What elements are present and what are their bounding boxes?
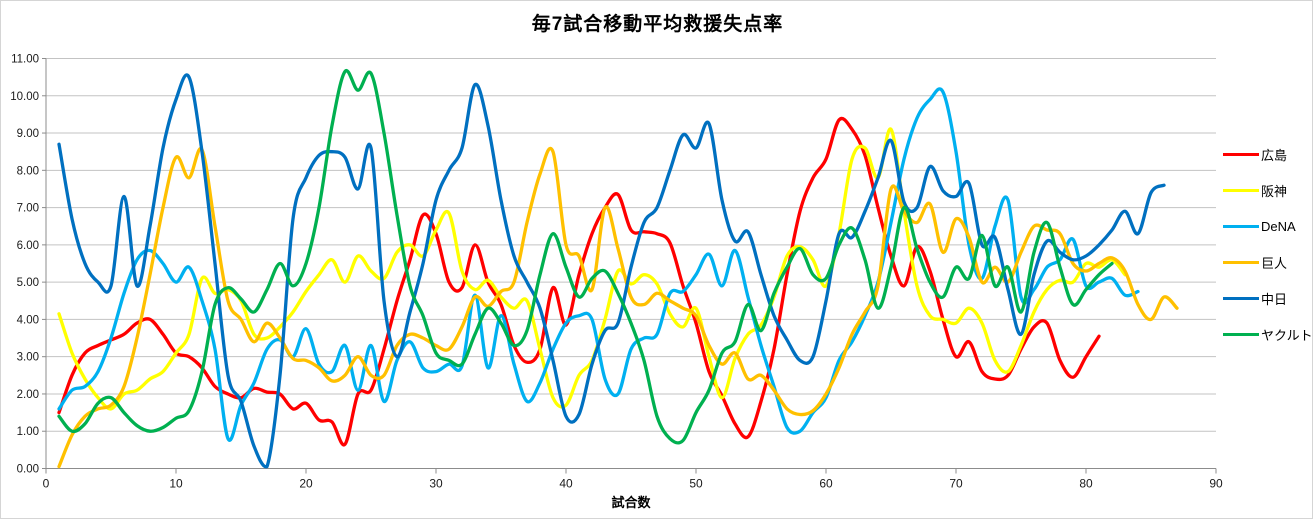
y-axis-tick-label: 2.00 <box>17 389 39 401</box>
y-axis-tick-label: 10.00 <box>10 91 39 103</box>
x-axis-title: 試合数 <box>611 495 651 510</box>
x-axis-tick-label: 20 <box>299 477 313 491</box>
legend-line-swatch <box>1223 152 1259 156</box>
x-axis-tick-label: 30 <box>429 477 443 491</box>
y-axis-tick-label: 11.00 <box>11 54 39 66</box>
legend-label: 中日 <box>1261 291 1288 307</box>
legend-line-swatch <box>1223 332 1259 336</box>
legend-item-hiroshima[interactable]: 広島 <box>1223 147 1312 163</box>
x-axis-tick-label: 50 <box>689 477 703 491</box>
chart-title: 毎7試合移動平均救援失点率 <box>531 14 784 35</box>
legend-item-dena[interactable]: DeNA <box>1223 218 1312 234</box>
x-axis-tick-label: 60 <box>819 477 833 491</box>
series-line-kyojin <box>57 146 1179 469</box>
legend-line-swatch <box>1223 188 1259 192</box>
x-axis-tick-label: 0 <box>43 477 50 491</box>
legend-label: ヤクルト <box>1261 327 1313 343</box>
legend-line-swatch <box>1223 224 1259 228</box>
legend-item-hanshin[interactable]: 阪神 <box>1223 183 1312 199</box>
legend-item-kyojin[interactable]: 巨人 <box>1223 255 1312 271</box>
x-axis-tick-label: 70 <box>949 477 963 491</box>
x-axis-tick-label: 90 <box>1209 477 1223 491</box>
legend-label: DeNA <box>1261 218 1296 234</box>
x-axis-tick-label: 10 <box>169 477 183 491</box>
x-axis-tick-label: 80 <box>1079 477 1093 491</box>
y-axis-tick-label: 4.00 <box>17 314 39 326</box>
y-axis-tick-label: 1.00 <box>17 426 39 438</box>
legend-item-chunichi[interactable]: 中日 <box>1223 291 1312 307</box>
y-axis-tick-label: 8.00 <box>17 165 39 177</box>
series-line-chunichi <box>57 73 1166 469</box>
legend-line-swatch <box>1223 296 1259 300</box>
series-line-yakult <box>57 68 1114 445</box>
y-axis-tick-label: 9.00 <box>17 128 39 140</box>
legend: 広島阪神 DeNA 巨人中日ヤクルト <box>1223 147 1313 363</box>
y-axis-tick-label: 6.00 <box>17 240 39 252</box>
legend-label: 広島 <box>1261 147 1288 163</box>
legend-label: 巨人 <box>1261 255 1288 271</box>
y-axis-tick-label: 3.00 <box>17 352 39 364</box>
y-axis-tick-label: 7.00 <box>17 203 39 215</box>
x-axis-tick-label: 40 <box>559 477 573 491</box>
legend-line-swatch <box>1223 260 1259 264</box>
y-axis-tick-label: 0.00 <box>17 464 39 476</box>
series-line-hiroshima <box>57 116 1101 447</box>
y-axis-tick-label: 5.00 <box>17 277 39 289</box>
legend-item-yakult[interactable]: ヤクルト <box>1223 327 1313 343</box>
legend-label: 阪神 <box>1261 183 1288 199</box>
